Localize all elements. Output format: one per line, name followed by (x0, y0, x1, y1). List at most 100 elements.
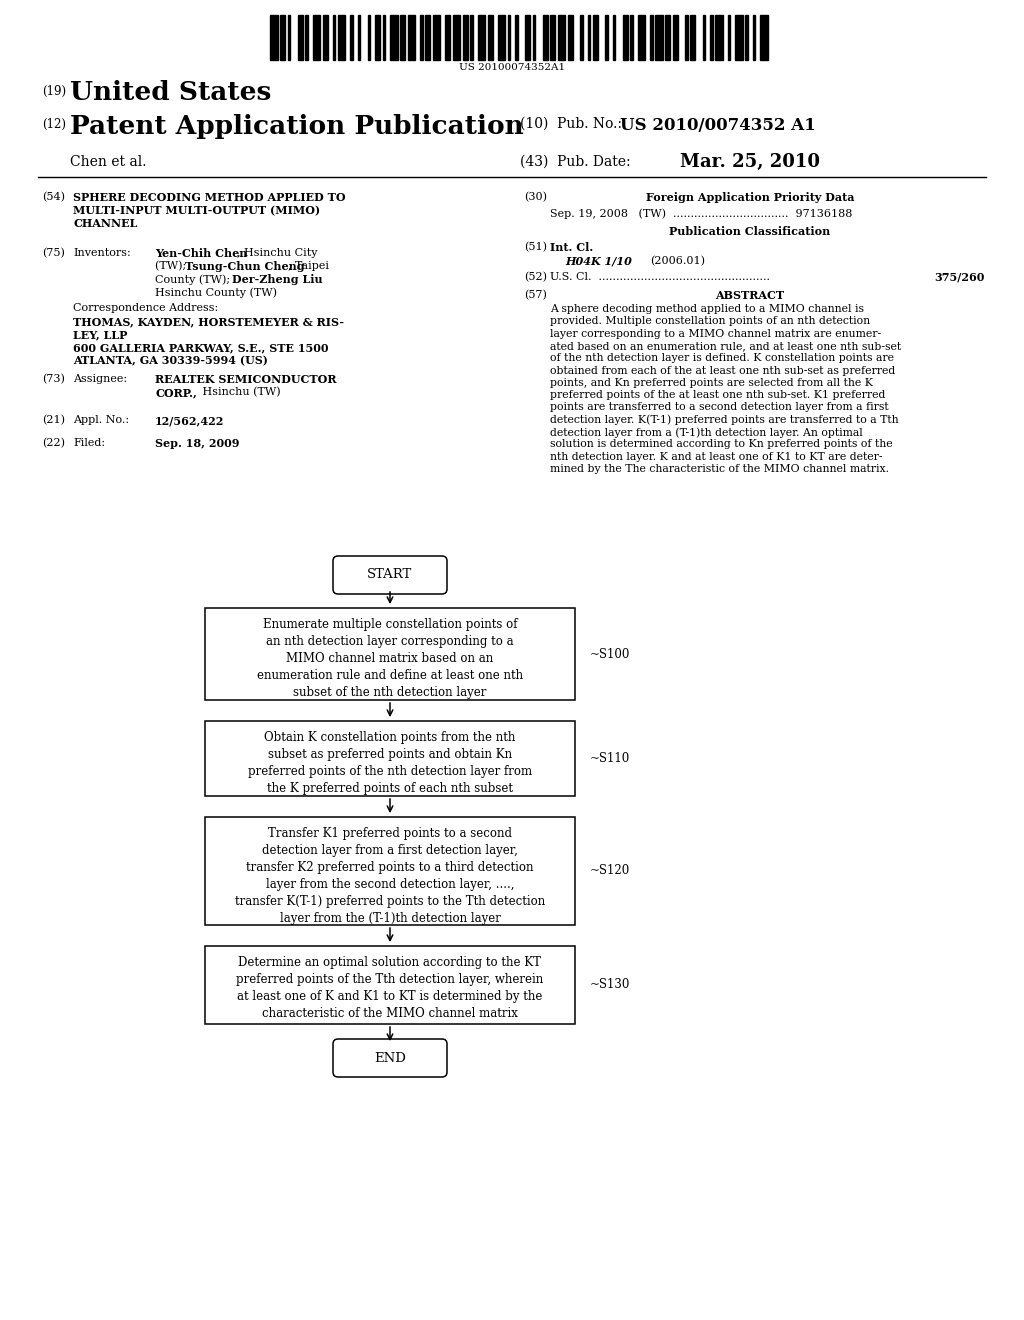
Bar (690, 15, 695, 59)
Text: Filed:: Filed: (73, 438, 105, 447)
Bar (735, 15, 742, 59)
Text: layer from the (T-1)th detection layer: layer from the (T-1)th detection layer (280, 912, 501, 925)
Bar (357, 15, 360, 59)
Text: transfer K(T-1) preferred points to the Tth detection: transfer K(T-1) preferred points to the … (234, 895, 545, 908)
Text: US 2010/0074352 A1: US 2010/0074352 A1 (620, 117, 816, 135)
Bar (432, 15, 440, 59)
Bar (638, 15, 645, 59)
Text: Sep. 19, 2008   (TW)  .................................  97136188: Sep. 19, 2008 (TW) .....................… (550, 209, 852, 219)
Bar (323, 15, 328, 59)
Text: Chen et al.: Chen et al. (70, 154, 146, 169)
Text: (43)  Pub. Date:: (43) Pub. Date: (520, 154, 631, 169)
Text: preferred points of the Tth detection layer, wherein: preferred points of the Tth detection la… (237, 973, 544, 986)
Bar (567, 15, 572, 59)
Bar (205, 817, 575, 925)
Text: transfer K2 preferred points to a third detection: transfer K2 preferred points to a third … (246, 861, 534, 874)
Bar (390, 15, 397, 59)
Text: U.S. Cl.  .................................................: U.S. Cl. ...............................… (550, 272, 770, 282)
Bar (515, 15, 517, 59)
Text: (21): (21) (42, 414, 65, 425)
Text: (52): (52) (524, 272, 547, 282)
Bar (753, 15, 755, 59)
Text: ABSTRACT: ABSTRACT (716, 290, 784, 301)
Text: (57): (57) (524, 290, 547, 301)
Bar (525, 15, 530, 59)
Bar (205, 721, 575, 796)
Bar (487, 15, 493, 59)
Text: provided. Multiple constellation points of an nth detection: provided. Multiple constellation points … (550, 317, 870, 326)
Bar (463, 15, 468, 59)
Bar (477, 15, 485, 59)
Text: at least one of K and K1 to KT is determined by the: at least one of K and K1 to KT is determ… (238, 990, 543, 1003)
Bar (727, 15, 730, 59)
Bar (288, 15, 290, 59)
Bar (745, 15, 748, 59)
Text: Hsinchu (TW): Hsinchu (TW) (199, 387, 281, 397)
Bar (685, 15, 687, 59)
Bar (580, 15, 583, 59)
Text: (22): (22) (42, 438, 65, 449)
Text: Obtain K constellation points from the nth: Obtain K constellation points from the n… (264, 731, 516, 744)
Text: (75): (75) (42, 248, 65, 259)
Bar (400, 15, 406, 59)
Text: END: END (374, 1052, 406, 1064)
Text: Publication Classification: Publication Classification (670, 226, 830, 238)
Bar (760, 15, 768, 59)
Text: layer from the second detection layer, ....,: layer from the second detection layer, .… (266, 878, 514, 891)
Text: 375/260: 375/260 (935, 272, 985, 282)
Bar (445, 15, 450, 59)
Text: 600 GALLERIA PARKWAY, S.E., STE 1500: 600 GALLERIA PARKWAY, S.E., STE 1500 (73, 342, 329, 352)
Text: ~S120: ~S120 (590, 865, 630, 878)
Bar (205, 609, 575, 700)
Text: nth detection layer. K and at least one of K1 to KT are deter-: nth detection layer. K and at least one … (550, 451, 883, 462)
Bar (557, 15, 565, 59)
Text: A sphere decoding method applied to a MIMO channel is: A sphere decoding method applied to a MI… (550, 304, 864, 314)
Bar (593, 15, 597, 59)
Text: Assignee:: Assignee: (73, 374, 127, 384)
Bar (420, 15, 423, 59)
Text: Transfer K1 preferred points to a second: Transfer K1 preferred points to a second (268, 828, 512, 840)
Text: Yen-Chih Chen: Yen-Chih Chen (155, 248, 248, 259)
Text: Der-Zheng Liu: Der-Zheng Liu (232, 275, 323, 285)
Text: characteristic of the MIMO channel matrix: characteristic of the MIMO channel matri… (262, 1007, 518, 1020)
Text: CHANNEL: CHANNEL (73, 218, 137, 228)
Bar (588, 15, 590, 59)
Text: County (TW);: County (TW); (155, 275, 233, 285)
Text: ~S100: ~S100 (590, 648, 631, 660)
Text: Patent Application Publication: Patent Application Publication (70, 114, 523, 139)
Text: detection layer from a (T-1)th detection layer. An optimal: detection layer from a (T-1)th detection… (550, 426, 863, 437)
Text: (10)  Pub. No.:: (10) Pub. No.: (520, 117, 631, 131)
Bar (543, 15, 548, 59)
Bar (655, 15, 663, 59)
Text: (54): (54) (42, 191, 65, 202)
Bar (338, 15, 345, 59)
Bar (298, 15, 302, 59)
Text: Correspondence Address:: Correspondence Address: (73, 304, 218, 313)
Bar (498, 15, 505, 59)
Text: of the nth detection layer is defined. K constellation points are: of the nth detection layer is defined. K… (550, 354, 894, 363)
Text: ated based on an enumeration rule, and at least one nth sub-set: ated based on an enumeration rule, and a… (550, 341, 901, 351)
Bar (630, 15, 633, 59)
Text: enumeration rule and define at least one nth: enumeration rule and define at least one… (257, 669, 523, 682)
Text: Appl. No.:: Appl. No.: (73, 414, 129, 425)
Text: an nth detection layer corresponding to a: an nth detection layer corresponding to … (266, 635, 514, 648)
Text: (73): (73) (42, 374, 65, 384)
Bar (408, 15, 415, 59)
Bar (312, 15, 319, 59)
Text: (51): (51) (524, 242, 547, 252)
Text: LEY, LLP: LEY, LLP (73, 329, 127, 341)
Bar (453, 15, 460, 59)
Bar (425, 15, 430, 59)
Text: (19): (19) (42, 84, 67, 98)
Text: subset as preferred points and obtain Kn: subset as preferred points and obtain Kn (268, 748, 512, 762)
Bar (710, 15, 713, 59)
Text: subset of the nth detection layer: subset of the nth detection layer (293, 686, 486, 700)
Text: Int. Cl.: Int. Cl. (550, 242, 593, 253)
Text: solution is determined according to Kn preferred points of the: solution is determined according to Kn p… (550, 440, 893, 449)
Text: (12): (12) (42, 117, 66, 131)
Bar (383, 15, 385, 59)
Text: US 20100074352A1: US 20100074352A1 (459, 63, 565, 73)
Text: SPHERE DECODING METHOD APPLIED TO: SPHERE DECODING METHOD APPLIED TO (73, 191, 346, 203)
Bar (605, 15, 607, 59)
Bar (205, 946, 575, 1024)
